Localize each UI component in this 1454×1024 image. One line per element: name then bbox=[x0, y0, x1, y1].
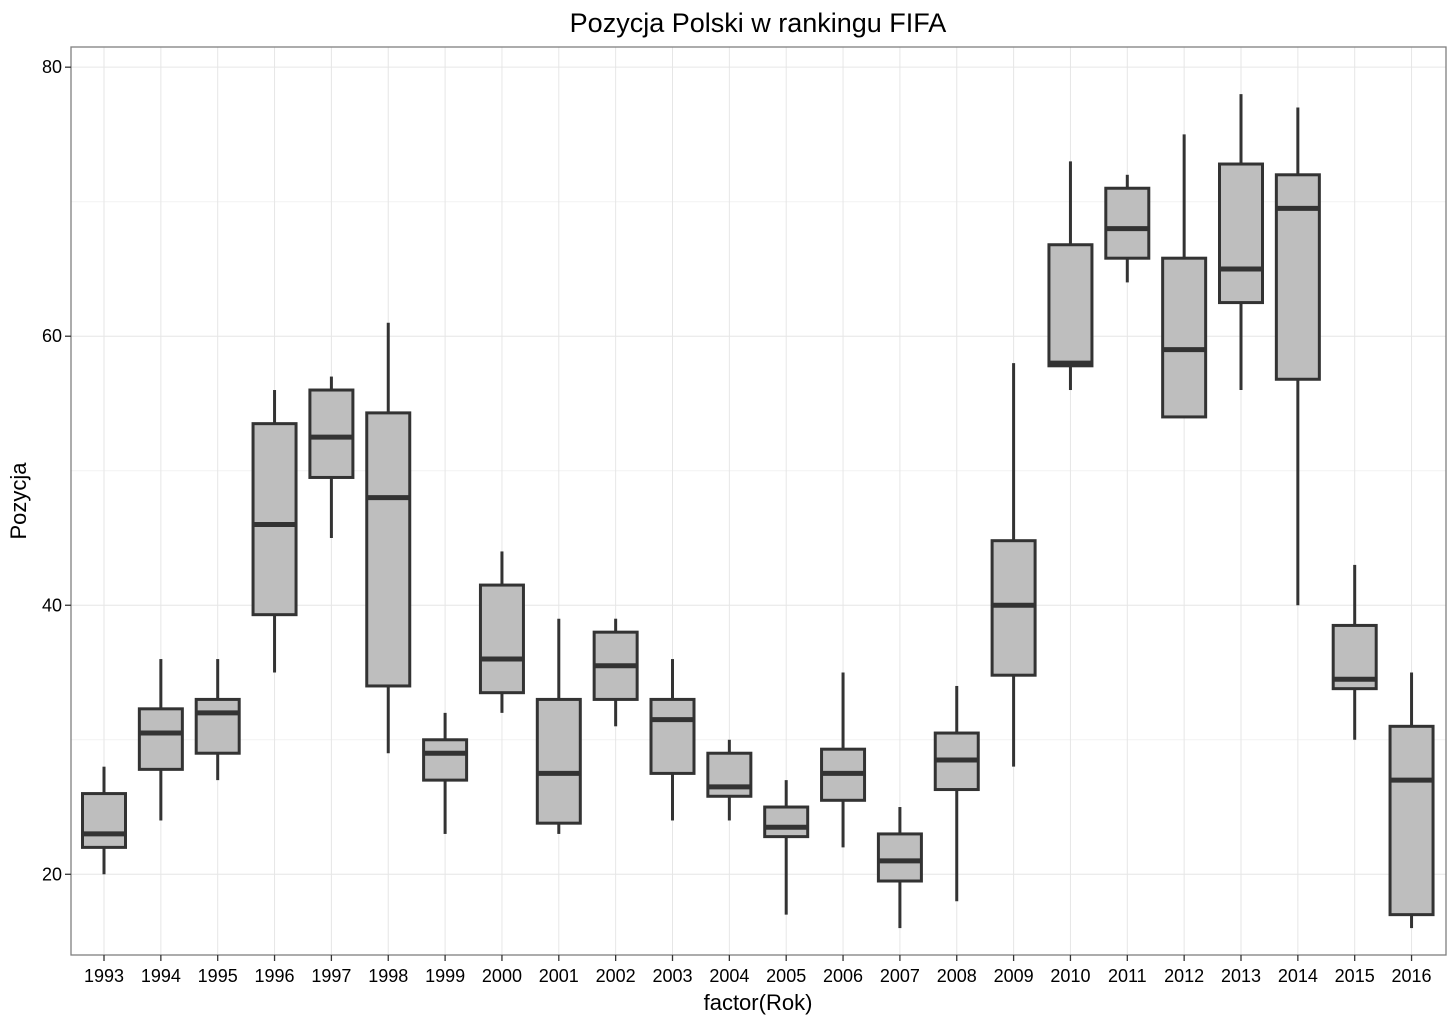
plot-panel-border bbox=[70, 46, 1447, 956]
box-2012 bbox=[1161, 134, 1208, 419]
x-tick-label: 2014 bbox=[1278, 966, 1318, 986]
box-rect bbox=[81, 792, 127, 849]
box-rect bbox=[876, 832, 923, 883]
y-axis: 20 40 60 80 bbox=[42, 57, 71, 884]
box-rect bbox=[1161, 256, 1208, 419]
box-2015 bbox=[1331, 564, 1378, 740]
box-rect bbox=[1218, 162, 1264, 305]
box-rect bbox=[422, 738, 469, 782]
box-1998 bbox=[365, 322, 412, 754]
x-tick-label: 2010 bbox=[1050, 966, 1090, 986]
box-rect bbox=[1274, 173, 1321, 381]
box-rect bbox=[365, 411, 412, 688]
box-2001 bbox=[535, 618, 582, 834]
x-tick-label: 2001 bbox=[539, 966, 579, 986]
x-axis: 1993 1994 1995 1996 1997 1998 1999 2000 2001 2002… bbox=[84, 955, 1432, 986]
box-rect bbox=[308, 388, 355, 479]
box-rect bbox=[251, 422, 298, 617]
x-tick-label: 1997 bbox=[311, 966, 351, 986]
box-1995 bbox=[194, 659, 241, 781]
x-tick-label: 2000 bbox=[482, 966, 522, 986]
y-tick-label: 80 bbox=[42, 57, 62, 77]
x-tick-label: 1995 bbox=[198, 966, 238, 986]
box-1997 bbox=[308, 376, 355, 538]
x-axis-title: factor(Rok) bbox=[704, 990, 813, 1015]
x-tick-label: 1999 bbox=[425, 966, 465, 986]
box-2004 bbox=[706, 739, 753, 821]
box-rect bbox=[535, 697, 582, 825]
x-tick-label: 2008 bbox=[937, 966, 977, 986]
box-1996 bbox=[251, 390, 298, 673]
x-tick-label: 1998 bbox=[368, 966, 408, 986]
box-2008 bbox=[933, 685, 980, 902]
box-rect bbox=[478, 583, 525, 695]
x-tick-label: 2002 bbox=[596, 966, 636, 986]
x-tick-label: 1996 bbox=[255, 966, 295, 986]
box-2005 bbox=[763, 780, 810, 915]
y-tick-label: 60 bbox=[42, 326, 62, 346]
box-2007 bbox=[876, 807, 923, 929]
box-rect bbox=[194, 697, 241, 755]
box-rect bbox=[706, 751, 753, 798]
box-rect bbox=[990, 539, 1037, 677]
x-tick-label: 2003 bbox=[652, 966, 692, 986]
x-tick-label: 2005 bbox=[766, 966, 806, 986]
box-rect bbox=[649, 697, 696, 775]
y-axis-title: Pozycja bbox=[6, 462, 31, 540]
box-rect bbox=[137, 707, 184, 771]
box-1999 bbox=[422, 712, 469, 834]
plot-panel bbox=[71, 47, 1446, 955]
chart-title: Pozycja Polski w rankingu FIFA bbox=[570, 8, 947, 38]
box-2009 bbox=[990, 363, 1037, 767]
x-tick-label: 2013 bbox=[1221, 966, 1261, 986]
box-1994 bbox=[137, 659, 184, 821]
x-tick-label: 1994 bbox=[141, 966, 181, 986]
x-tick-label: 2009 bbox=[994, 966, 1034, 986]
x-tick-label: 2016 bbox=[1392, 966, 1432, 986]
x-tick-label: 2015 bbox=[1335, 966, 1375, 986]
box-rect bbox=[1047, 243, 1094, 368]
box-1993 bbox=[81, 766, 127, 875]
box-2002 bbox=[592, 618, 639, 727]
y-tick-label: 20 bbox=[42, 864, 62, 884]
box-2016 bbox=[1388, 672, 1435, 929]
x-tick-label: 2011 bbox=[1108, 966, 1147, 986]
box-rect bbox=[763, 805, 810, 839]
box-2013 bbox=[1218, 94, 1264, 391]
box-2003 bbox=[649, 659, 696, 821]
box-2010 bbox=[1047, 161, 1094, 391]
box-rect bbox=[1388, 724, 1435, 917]
box-2011 bbox=[1104, 174, 1151, 283]
x-tick-label: 2012 bbox=[1164, 966, 1204, 986]
boxes-layer bbox=[81, 94, 1435, 929]
x-tick-label: 2007 bbox=[880, 966, 920, 986]
x-tick-label: 1993 bbox=[84, 966, 124, 986]
y-tick-label: 40 bbox=[42, 595, 62, 615]
box-rect bbox=[1104, 186, 1151, 260]
x-tick-label: 2004 bbox=[709, 966, 749, 986]
box-2006 bbox=[820, 672, 867, 848]
x-tick-label: 2006 bbox=[823, 966, 863, 986]
box-2000 bbox=[478, 551, 525, 713]
box-2014 bbox=[1274, 107, 1321, 606]
